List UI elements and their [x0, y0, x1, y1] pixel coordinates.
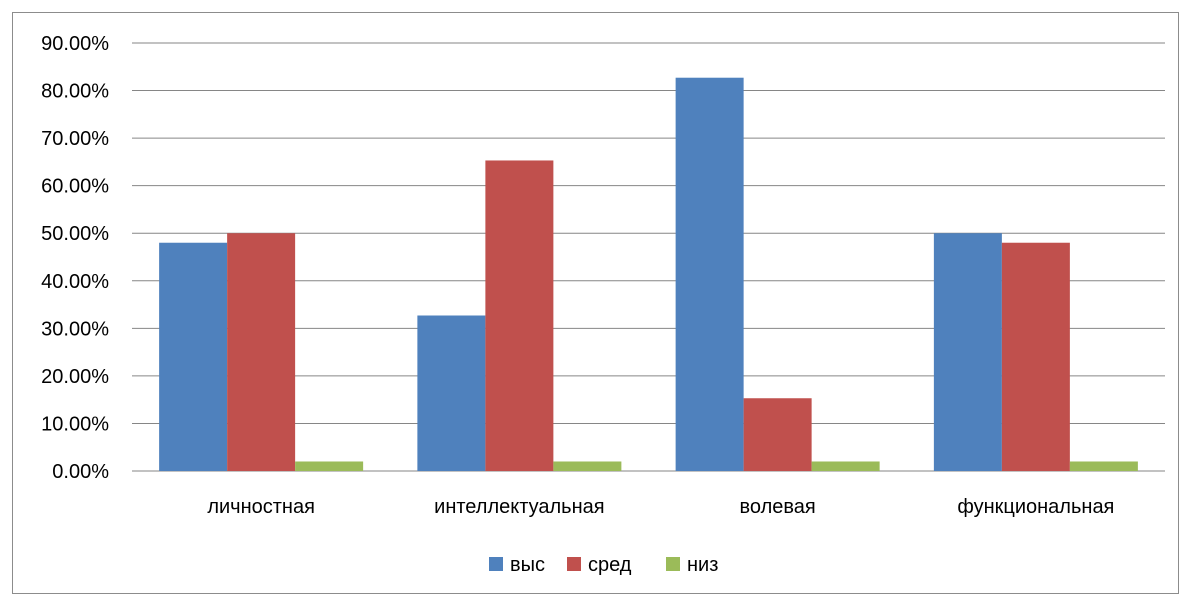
- bar-сред-0: [227, 233, 296, 471]
- y-tick-label: 10.00%: [41, 413, 109, 435]
- legend-swatch-2: [666, 557, 680, 571]
- category-labels: личностная интеллектуальная волевая функцио…: [207, 496, 1114, 518]
- legend: выс сред низ: [489, 554, 718, 576]
- legend-swatch-0: [489, 557, 503, 571]
- bar-выс-2: [675, 77, 744, 472]
- y-tick-label: 90.00%: [41, 33, 109, 55]
- bar-сред-2: [743, 398, 812, 471]
- x-category-label: волевая: [740, 496, 816, 518]
- bar-низ-2: [811, 461, 880, 471]
- bar-сред-1: [485, 160, 554, 471]
- bar-низ-1: [553, 461, 622, 471]
- y-tick-label: 30.00%: [41, 318, 109, 340]
- bar-выс-1: [417, 315, 486, 471]
- y-tick-label: 40.00%: [41, 271, 109, 293]
- x-category-label: личностная: [207, 496, 315, 518]
- x-category-label: интеллектуальная: [434, 496, 604, 518]
- bar-выс-3: [933, 233, 1002, 471]
- y-tick-label: 20.00%: [41, 366, 109, 388]
- y-tick-label: 0.00%: [52, 461, 109, 483]
- y-tick-label: 50.00%: [41, 223, 109, 245]
- bar-низ-3: [1069, 461, 1138, 471]
- y-tick-label: 70.00%: [41, 128, 109, 150]
- bar-сред-3: [1001, 242, 1070, 471]
- legend-label: выс: [510, 554, 545, 576]
- y-tick-label: 80.00%: [41, 81, 109, 103]
- y-tick-label: 60.00%: [41, 176, 109, 198]
- bar-низ-0: [295, 461, 364, 471]
- y-axis-ticks: 0.00% 10.00% 20.00% 30.00% 40.00% 50.00% 60.00…: [41, 33, 109, 483]
- legend-label: сред: [588, 554, 632, 576]
- legend-label: низ: [687, 554, 718, 576]
- bars: [159, 77, 1138, 472]
- bar-выс-0: [159, 242, 228, 471]
- x-category-label: функциональная: [957, 496, 1114, 518]
- legend-swatch-1: [567, 557, 581, 571]
